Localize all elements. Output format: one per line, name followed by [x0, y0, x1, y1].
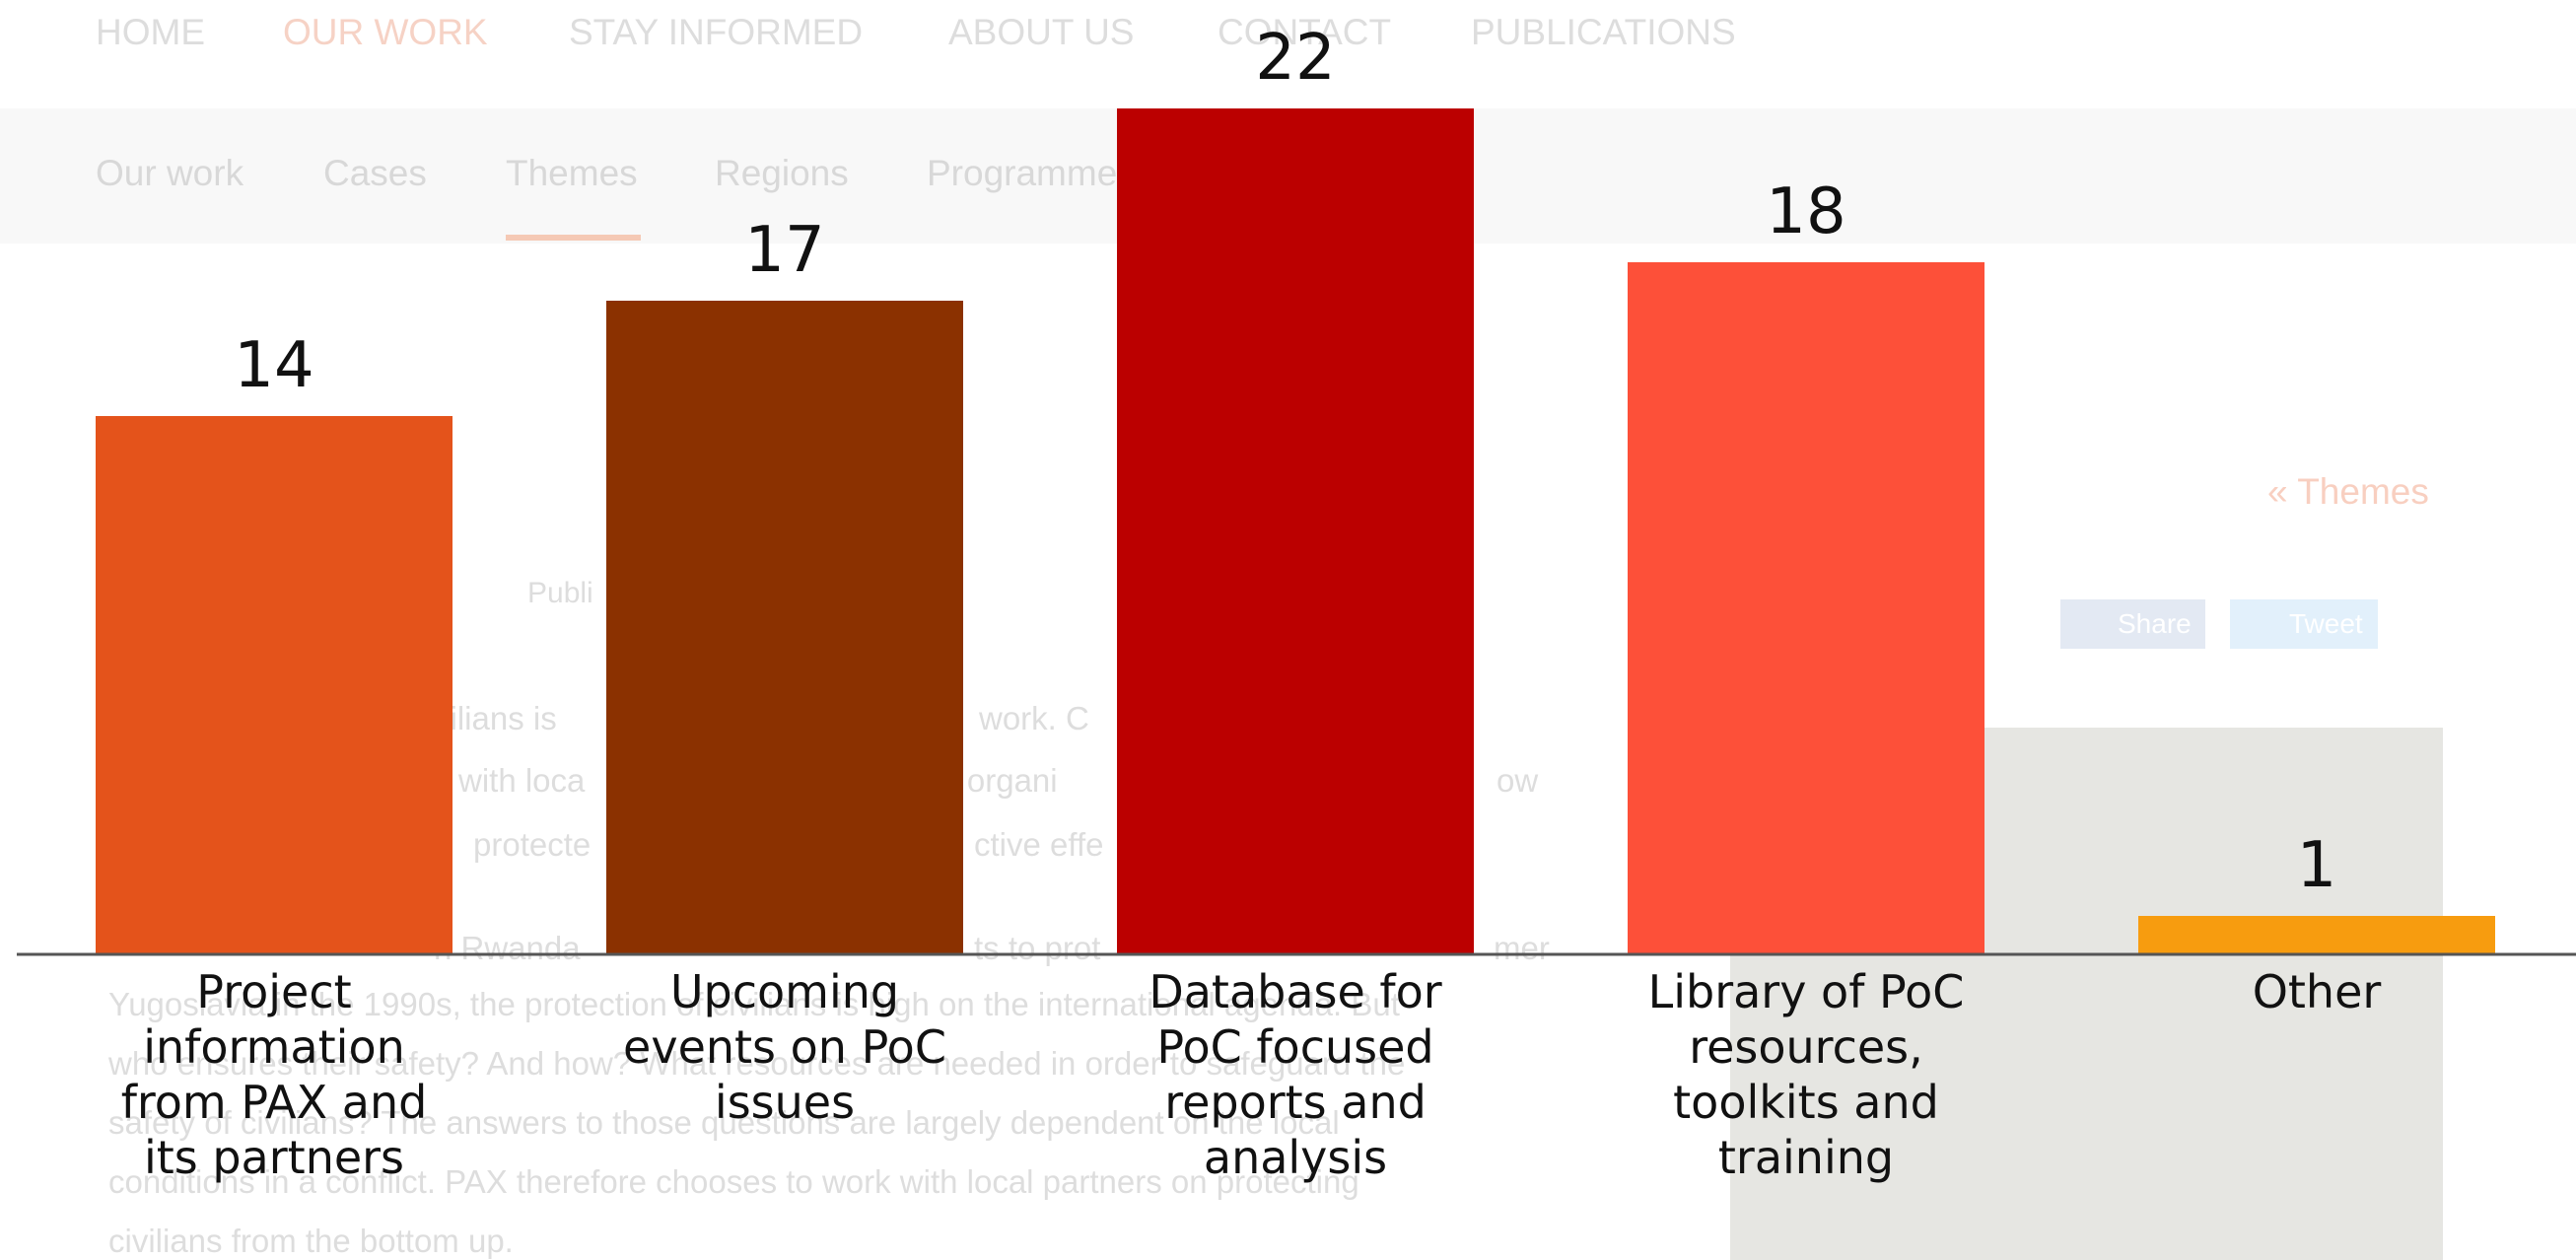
- value-label: 14: [234, 329, 313, 402]
- bar: [1628, 262, 1984, 954]
- tweet-button[interactable]: [2230, 599, 2378, 649]
- category-label: Other: [2252, 965, 2382, 1018]
- nav-item[interactable]: CONTACT: [1218, 12, 1392, 52]
- body-text: ts to prot: [974, 930, 1101, 966]
- category-label: Library of PoC resources, toolkits and t…: [1647, 965, 1965, 1184]
- category-label: Database for PoC focused reports and ana…: [1149, 965, 1442, 1184]
- value-label: 22: [1255, 22, 1335, 95]
- body-text: vilians is: [434, 700, 557, 736]
- category-label: Upcoming events on PoC issues: [623, 965, 946, 1129]
- value-label: 17: [744, 214, 824, 287]
- nav-item[interactable]: HOME: [96, 12, 205, 52]
- body-text: work. C: [979, 700, 1089, 736]
- bar: [96, 416, 453, 954]
- bar: [1117, 108, 1474, 954]
- back-link[interactable]: « Themes: [2267, 471, 2429, 512]
- body-text: ow: [1497, 762, 1539, 799]
- body-text: mer: [1494, 930, 1550, 966]
- body-text: civilians from the bottom up.: [108, 1223, 514, 1259]
- nav-item[interactable]: ABOUT US: [948, 12, 1135, 52]
- body-text: conditions in a conflict. PAX therefore …: [108, 1163, 1359, 1200]
- bar: [2138, 916, 2495, 954]
- category-label: Project information from PAX and its par…: [120, 965, 428, 1184]
- nav-item[interactable]: PUBLICATIONS: [1471, 12, 1736, 52]
- value-label: 18: [1766, 175, 1845, 248]
- bar: [606, 301, 963, 954]
- body-text: with loca: [458, 762, 586, 799]
- tweet-label[interactable]: Tweet: [2289, 608, 2363, 639]
- share-label[interactable]: Share: [2118, 608, 2192, 639]
- active-underline: [506, 235, 641, 241]
- body-text: who ensures their safety? And how? What …: [108, 1045, 1406, 1082]
- value-label: 1: [2297, 829, 2337, 902]
- nav-item[interactable]: STAY INFORMED: [569, 12, 864, 52]
- subnav-item[interactable]: Regions: [715, 153, 849, 193]
- body-text: n Rwanda: [434, 930, 581, 966]
- subnav-item[interactable]: Themes: [506, 153, 638, 193]
- subnav-item[interactable]: Programme: [927, 153, 1118, 193]
- tab-label[interactable]: Publi: [527, 577, 593, 609]
- body-text: ctive effe: [974, 826, 1104, 863]
- body-text: safety of civilians? The answers to thos…: [108, 1104, 1340, 1141]
- subnav-item[interactable]: Our work: [96, 153, 244, 193]
- body-text: Yugoslavia in the 1990s, the protection …: [108, 986, 1400, 1022]
- body-text: protecte: [473, 826, 592, 863]
- subnav-item[interactable]: Cases: [323, 153, 427, 193]
- nav-item[interactable]: OUR WORK: [283, 12, 488, 52]
- share-button[interactable]: [2060, 599, 2205, 649]
